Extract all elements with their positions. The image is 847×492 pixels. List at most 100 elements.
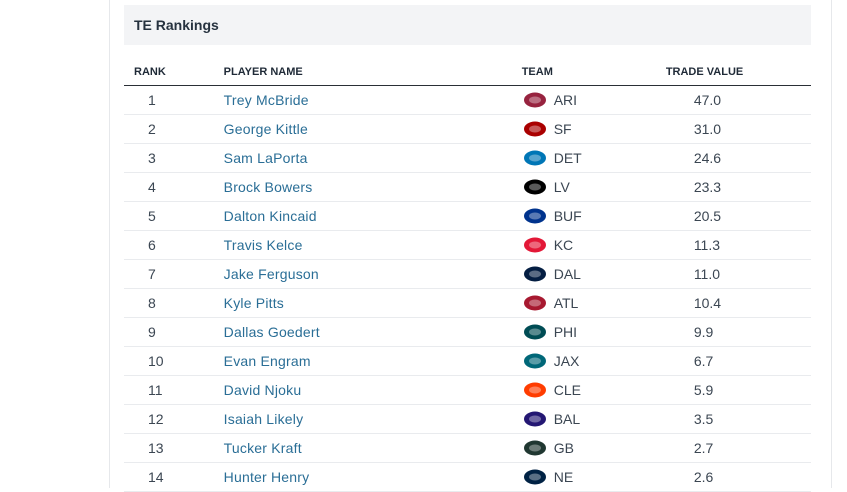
- trade-value-cell: 3.5: [653, 404, 811, 434]
- team-cell: DAL: [521, 259, 654, 289]
- trade-value-cell: 20.5: [653, 201, 811, 231]
- player-name-link[interactable]: David Njoku: [223, 375, 522, 405]
- player-name-link[interactable]: Dallas Goedert: [223, 317, 522, 347]
- table-row: 13 Tucker Kraft GB 2.7: [124, 433, 811, 463]
- team-abbreviation: PHI: [553, 324, 578, 340]
- team-cell: CLE: [521, 375, 654, 405]
- team-wrap: PHI: [522, 322, 654, 342]
- team-abbreviation: ARI: [553, 92, 578, 108]
- team-abbreviation: DAL: [553, 266, 581, 282]
- team-wrap: SF: [522, 119, 654, 139]
- bills-logo-icon: [522, 206, 548, 226]
- rank-header[interactable]: RANK: [124, 58, 224, 86]
- team-cell: LV: [521, 172, 654, 202]
- rank-cell: 1: [124, 85, 224, 115]
- team-wrap: BAL: [522, 409, 654, 429]
- table-row: 4 Brock Bowers LV 23.3: [124, 172, 811, 202]
- team-cell: KC: [521, 230, 654, 260]
- player-name-link[interactable]: Dalton Kincaid: [223, 201, 522, 231]
- rank-cell: 13: [124, 433, 224, 463]
- rank-cell: 14: [124, 462, 224, 492]
- header-row: RANK PLAYER NAME TEAM TRADE VALUE: [124, 58, 811, 86]
- player-name-link[interactable]: George Kittle: [223, 114, 522, 144]
- table-row: 10 Evan Engram JAX 6.7: [124, 346, 811, 376]
- table-row: 12 Isaiah Likely BAL 3.5: [124, 404, 811, 434]
- team-cell: BUF: [521, 201, 654, 231]
- chiefs-logo-icon: [522, 235, 548, 255]
- team-wrap: KC: [522, 235, 654, 255]
- cowboys-logo-icon: [522, 264, 548, 284]
- rank-cell: 10: [124, 346, 224, 376]
- player-name-link[interactable]: Travis Kelce: [223, 230, 522, 260]
- trade-value-cell: 31.0: [653, 114, 811, 144]
- rank-cell: 8: [124, 288, 224, 318]
- table-row: 14 Hunter Henry NE 2.6: [124, 462, 811, 492]
- player-name-link[interactable]: Trey McBride: [223, 85, 522, 115]
- team-wrap: ATL: [522, 293, 654, 313]
- trade-value-cell: 6.7: [653, 346, 811, 376]
- ravens-logo-icon: [522, 409, 548, 429]
- team-wrap: DAL: [522, 264, 654, 284]
- player-name-link[interactable]: Hunter Henry: [223, 462, 522, 492]
- table-row: 3 Sam LaPorta DET 24.6: [124, 143, 811, 173]
- player-name-link[interactable]: Sam LaPorta: [223, 143, 522, 173]
- trade-value-cell: 11.0: [653, 259, 811, 289]
- trade-value-cell: 24.6: [653, 143, 811, 173]
- table-row: 6 Travis Kelce KC 11.3: [124, 230, 811, 260]
- patriots-logo-icon: [522, 467, 548, 487]
- table-row: 2 George Kittle SF 31.0: [124, 114, 811, 144]
- team-abbreviation: JAX: [553, 353, 580, 369]
- rankings-panel: TE Rankings RANK PLAYER NAME TEAM TRADE …: [109, 0, 832, 492]
- rankings-table: RANK PLAYER NAME TEAM TRADE VALUE 1 Trey …: [124, 58, 811, 492]
- team-abbreviation: BUF: [553, 208, 582, 224]
- player-name-link[interactable]: Tucker Kraft: [223, 433, 522, 463]
- team-abbreviation: LV: [553, 179, 570, 195]
- table-row: 9 Dallas Goedert PHI 9.9: [124, 317, 811, 347]
- player-name-link[interactable]: Isaiah Likely: [223, 404, 522, 434]
- trade-value-header[interactable]: TRADE VALUE: [653, 58, 811, 86]
- team-wrap: JAX: [522, 351, 654, 371]
- table-row: 5 Dalton Kincaid BUF 20.5: [124, 201, 811, 231]
- player-name-link[interactable]: Evan Engram: [223, 346, 522, 376]
- team-abbreviation: BAL: [553, 411, 581, 427]
- player-name-link[interactable]: Jake Ferguson: [223, 259, 522, 289]
- table-row: 1 Trey McBride ARI 47.0: [124, 85, 811, 115]
- trade-value-cell: 2.7: [653, 433, 811, 463]
- team-cell: ARI: [521, 85, 654, 115]
- team-abbreviation: ATL: [553, 295, 579, 311]
- cardinals-logo-icon: [522, 90, 548, 110]
- jaguars-logo-icon: [522, 351, 548, 371]
- trade-value-cell: 11.3: [653, 230, 811, 260]
- lions-logo-icon: [522, 148, 548, 168]
- team-abbreviation: GB: [553, 440, 574, 456]
- eagles-logo-icon: [522, 322, 548, 342]
- team-wrap: BUF: [522, 206, 654, 226]
- rank-cell: 5: [124, 201, 224, 231]
- rank-cell: 3: [124, 143, 224, 173]
- team-wrap: ARI: [522, 90, 654, 110]
- rank-cell: 12: [124, 404, 224, 434]
- player-name-link[interactable]: Kyle Pitts: [223, 288, 522, 318]
- team-cell: GB: [521, 433, 654, 463]
- team-header[interactable]: TEAM: [521, 58, 654, 86]
- 49ers-logo-icon: [522, 119, 548, 139]
- title-bar: TE Rankings: [124, 5, 811, 45]
- trade-value-cell: 2.6: [653, 462, 811, 492]
- team-wrap: NE: [522, 467, 654, 487]
- team-abbreviation: DET: [553, 150, 582, 166]
- trade-value-cell: 9.9: [653, 317, 811, 347]
- trade-value-cell: 10.4: [653, 288, 811, 318]
- team-cell: BAL: [521, 404, 654, 434]
- player-name-link[interactable]: Brock Bowers: [223, 172, 522, 202]
- team-wrap: LV: [522, 177, 654, 197]
- trade-value-cell: 23.3: [653, 172, 811, 202]
- trade-value-cell: 47.0: [653, 85, 811, 115]
- table-row: 11 David Njoku CLE 5.9: [124, 375, 811, 405]
- table-row: 8 Kyle Pitts ATL 10.4: [124, 288, 811, 318]
- packers-logo-icon: [522, 438, 548, 458]
- raiders-logo-icon: [522, 177, 548, 197]
- team-abbreviation: SF: [553, 121, 572, 137]
- falcons-logo-icon: [522, 293, 548, 313]
- player-name-header[interactable]: PLAYER NAME: [223, 58, 522, 86]
- team-wrap: GB: [522, 438, 654, 458]
